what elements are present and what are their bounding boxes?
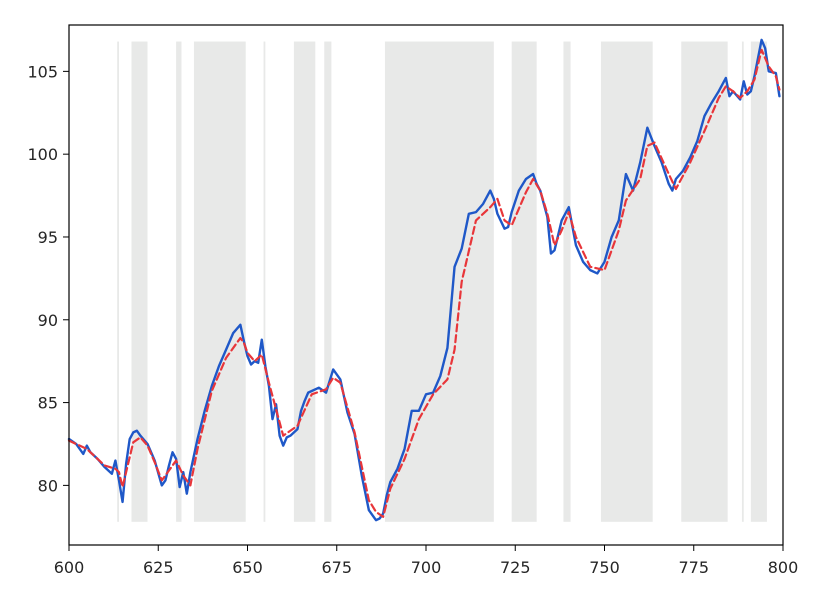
y-tick-label: 90 (38, 311, 58, 330)
shaded-region-10 (600, 41, 653, 522)
x-tick-label: 775 (678, 558, 709, 577)
y-axis: 80 85 90 95 100 105 (27, 62, 69, 495)
shaded-region-6 (324, 41, 332, 522)
shaded-region-11 (681, 41, 728, 522)
y-tick-label: 85 (38, 394, 58, 413)
shaded-region-13 (750, 41, 767, 522)
shaded-region-3 (193, 41, 246, 522)
x-tick-label: 625 (143, 558, 174, 577)
shaded-region-0 (117, 41, 119, 522)
x-tick-label: 600 (54, 558, 85, 577)
y-tick-label: 80 (38, 476, 58, 495)
x-tick-label: 725 (500, 558, 531, 577)
y-tick-label: 95 (38, 228, 58, 247)
solid-series-line (67, 38, 781, 522)
x-axis: 600 625 650 675 700 725 750 775 800 (54, 545, 799, 577)
shaded-region-2 (176, 41, 182, 522)
x-tick-label: 800 (768, 558, 799, 577)
shaded-region-9 (563, 41, 571, 522)
shaded-region-1 (131, 41, 148, 522)
x-tick-label: 750 (589, 558, 620, 577)
dashed-series-line (67, 48, 781, 518)
x-tick-label: 675 (321, 558, 352, 577)
series-layer (67, 38, 781, 522)
shaded-region-5 (293, 41, 316, 522)
shaded-region-7 (384, 41, 494, 522)
x-tick-label: 650 (232, 558, 263, 577)
x-tick-label: 700 (411, 558, 442, 577)
shaded-region-4 (263, 41, 266, 522)
shaded-regions (117, 41, 767, 522)
y-tick-label: 105 (27, 62, 58, 81)
shaded-region-12 (741, 41, 744, 522)
shaded-region-8 (511, 41, 537, 522)
y-tick-label: 100 (27, 145, 58, 164)
